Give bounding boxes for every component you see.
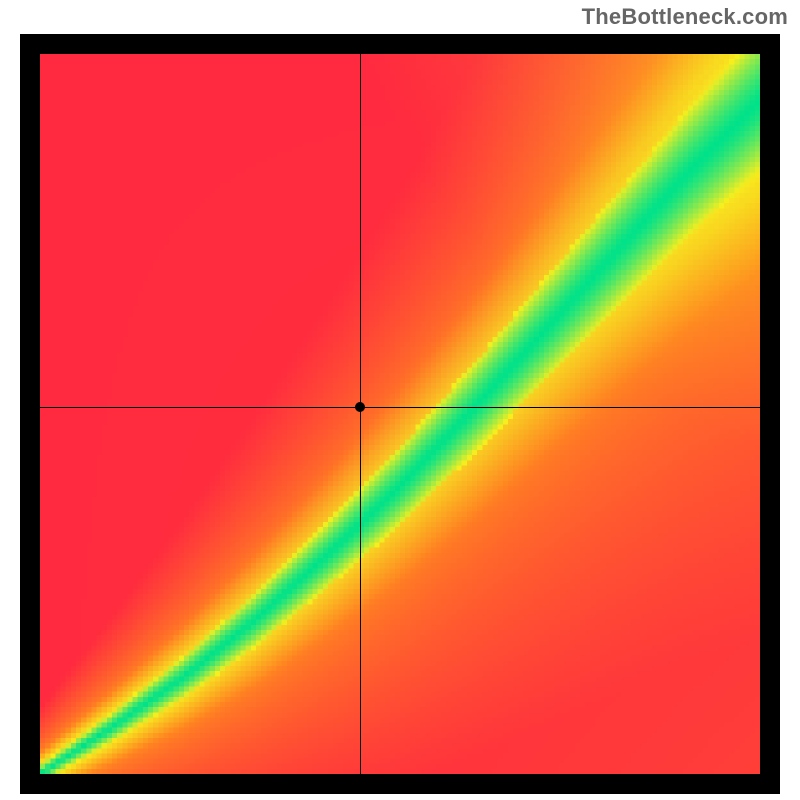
plot-frame — [20, 34, 780, 794]
attribution-text: TheBottleneck.com — [582, 4, 788, 30]
bottleneck-heatmap — [40, 54, 760, 774]
chart-container: TheBottleneck.com — [0, 0, 800, 800]
